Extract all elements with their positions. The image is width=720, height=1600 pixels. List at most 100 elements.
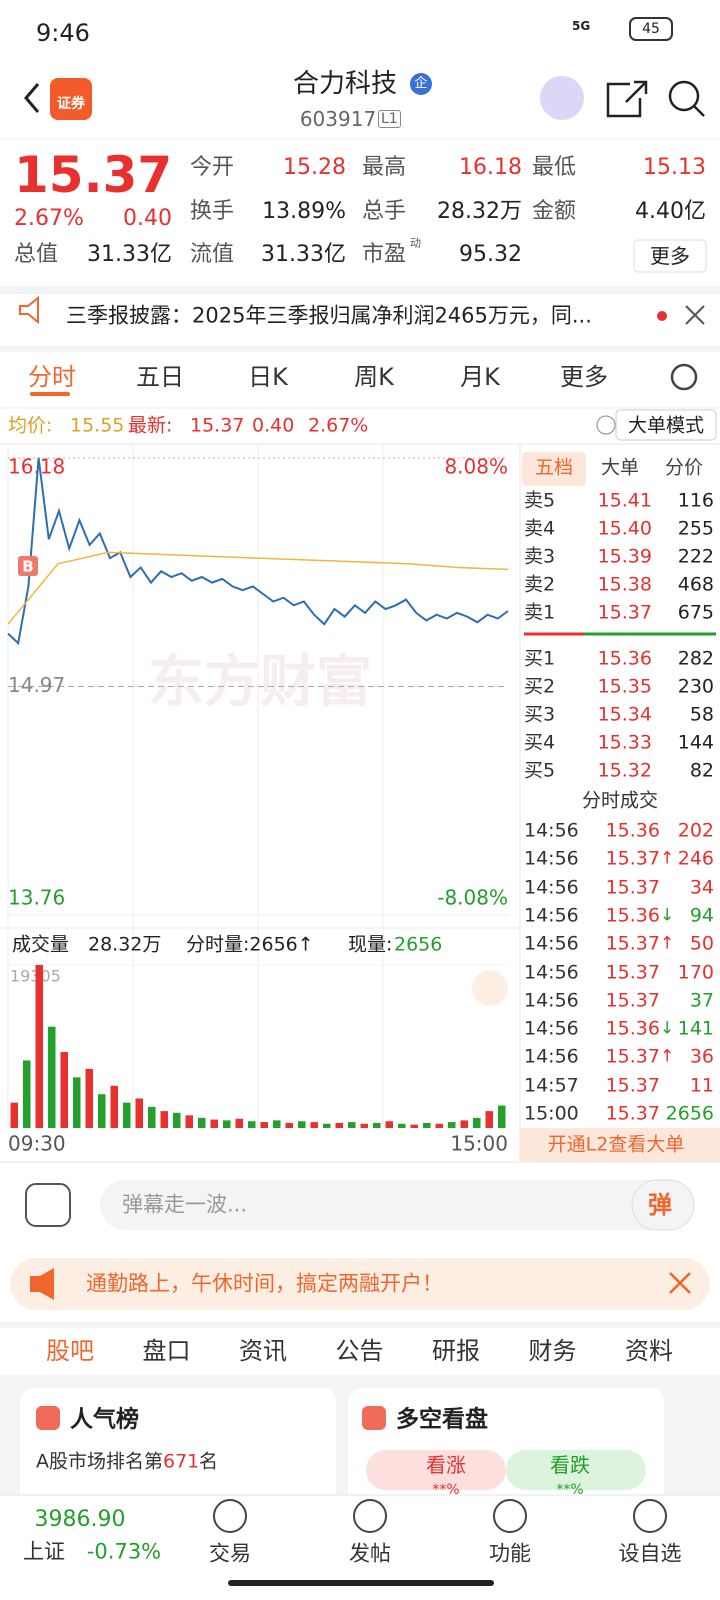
- more-button[interactable]: 更多: [650, 244, 690, 268]
- book-price: 15.34: [597, 703, 652, 726]
- volume-bar: [448, 1122, 456, 1128]
- back-button[interactable]: [24, 83, 40, 113]
- notice-icon: [19, 295, 39, 325]
- settings-button[interactable]: [670, 363, 698, 391]
- field-label: 总值: [14, 242, 59, 267]
- y-tick-label: 14.97: [8, 673, 65, 697]
- change: 0.40: [123, 206, 172, 231]
- field-value: 95.32: [459, 242, 522, 267]
- content-tab[interactable]: 股吧: [46, 1337, 94, 1365]
- banner-icon: [30, 1268, 54, 1300]
- danmu-button[interactable]: 弹: [648, 1191, 672, 1219]
- stock-name: 合力科技: [292, 69, 398, 99]
- period-tab[interactable]: 月K: [460, 363, 500, 391]
- content-tab[interactable]: 研报: [432, 1337, 480, 1365]
- danmu-button-bg[interactable]: [631, 1179, 695, 1231]
- trade-price: 15.37: [605, 1045, 660, 1068]
- volume-bar: [373, 1122, 381, 1128]
- assistant-avatar[interactable]: [540, 76, 584, 120]
- content-tab[interactable]: 盘口: [142, 1337, 191, 1365]
- up-label: 看涨: [426, 1453, 466, 1477]
- comment-icon[interactable]: [25, 1183, 71, 1227]
- period-tab[interactable]: 分时: [28, 363, 76, 391]
- mode-button[interactable]: 大单模式: [627, 414, 705, 437]
- content-tab[interactable]: 资料: [625, 1337, 673, 1365]
- notice-close[interactable]: [685, 305, 705, 325]
- pct-label: 8.08%: [444, 455, 508, 479]
- search-button[interactable]: [668, 80, 700, 112]
- separator: [0, 1322, 720, 1328]
- book-price: 15.40: [597, 517, 652, 540]
- nav-icon[interactable]: [633, 1499, 667, 1533]
- down-button[interactable]: [506, 1450, 646, 1490]
- comment-input-bg[interactable]: [100, 1180, 694, 1230]
- nav-icon[interactable]: [213, 1499, 247, 1533]
- more-button[interactable]: [633, 239, 707, 273]
- content-tab[interactable]: 公告: [335, 1337, 384, 1365]
- nav-item[interactable]: 设自选: [618, 1541, 682, 1566]
- volume-bar: [273, 1120, 281, 1128]
- book-tab[interactable]: 分价: [664, 456, 704, 479]
- book-label: 卖4: [524, 517, 556, 540]
- volume-label[interactable]: 成交量: [12, 933, 70, 956]
- nav-item[interactable]: 发帖: [349, 1541, 391, 1566]
- trade-time: 14:56: [524, 989, 579, 1012]
- card-bg[interactable]: [20, 1388, 336, 1508]
- field-label: 流值: [190, 242, 235, 267]
- volume-bar: [148, 1106, 156, 1128]
- trade-time: 14:56: [524, 1045, 579, 1068]
- volume-bar: [385, 1121, 393, 1128]
- book-price: 15.36: [597, 647, 652, 670]
- volume-bar: [298, 1121, 306, 1128]
- content-tab[interactable]: 财务: [528, 1337, 577, 1365]
- trade-price: 15.36: [605, 819, 660, 842]
- banner-close[interactable]: [669, 1272, 691, 1294]
- pct-label: -8.08%: [437, 886, 508, 910]
- period-tab[interactable]: 更多: [560, 363, 608, 391]
- volume-bar: [23, 1060, 31, 1128]
- banner-bg[interactable]: [10, 1258, 710, 1310]
- volume-bar: [310, 1122, 318, 1128]
- mode-button-bg[interactable]: [615, 409, 717, 441]
- nav-item[interactable]: 功能: [489, 1541, 531, 1566]
- volume-bar: [335, 1122, 343, 1128]
- trade-volume: 2656: [665, 1102, 714, 1125]
- book-tab[interactable]: 五档: [534, 456, 574, 479]
- book-label: 买1: [524, 647, 556, 670]
- l2-link[interactable]: 开通L2查看大单: [547, 1133, 685, 1156]
- nav-item[interactable]: 交易: [209, 1541, 251, 1566]
- trade-price: 15.37: [605, 1102, 660, 1125]
- volume-bar: [435, 1123, 443, 1128]
- card-icon: [362, 1406, 386, 1430]
- trade-volume: 246: [677, 847, 714, 870]
- period-tab[interactable]: 日K: [248, 363, 288, 391]
- banner-text[interactable]: 通勤路上，午休时间，搞定两融开户！: [86, 1271, 443, 1296]
- book-tab[interactable]: 大单: [600, 456, 640, 479]
- volume-bar: [185, 1115, 193, 1128]
- trade-volume: 36: [689, 1045, 714, 1068]
- volume-bar: [360, 1123, 368, 1128]
- field-value: 13.89%: [262, 199, 346, 224]
- book-price: 15.41: [597, 489, 652, 512]
- book-volume: 144: [677, 731, 714, 754]
- field-label: 最高: [362, 155, 407, 180]
- x-tick-label: 15:00: [450, 1132, 508, 1156]
- nav-icon[interactable]: [353, 1499, 387, 1533]
- volume-bar: [35, 965, 43, 1128]
- up-button[interactable]: [366, 1450, 506, 1490]
- book-price: 15.33: [597, 731, 652, 754]
- volume-bar: [460, 1120, 468, 1128]
- index-name[interactable]: 上证: [23, 1539, 65, 1564]
- content-tab[interactable]: 资讯: [239, 1337, 287, 1365]
- help-icon[interactable]: [596, 415, 616, 435]
- share-button[interactable]: [606, 80, 648, 118]
- notice-text[interactable]: 三季报披露：2025年三季报归属净利润2465万元，同...: [66, 303, 592, 328]
- period-tab[interactable]: 五日: [136, 363, 184, 391]
- avg-value: 15.55: [70, 414, 125, 437]
- comment-placeholder[interactable]: 弹幕走一波...: [122, 1192, 248, 1217]
- search-button[interactable]: [693, 105, 705, 117]
- book-price: 15.35: [597, 675, 652, 698]
- nav-icon[interactable]: [493, 1499, 527, 1533]
- period-tab[interactable]: 周K: [354, 363, 394, 391]
